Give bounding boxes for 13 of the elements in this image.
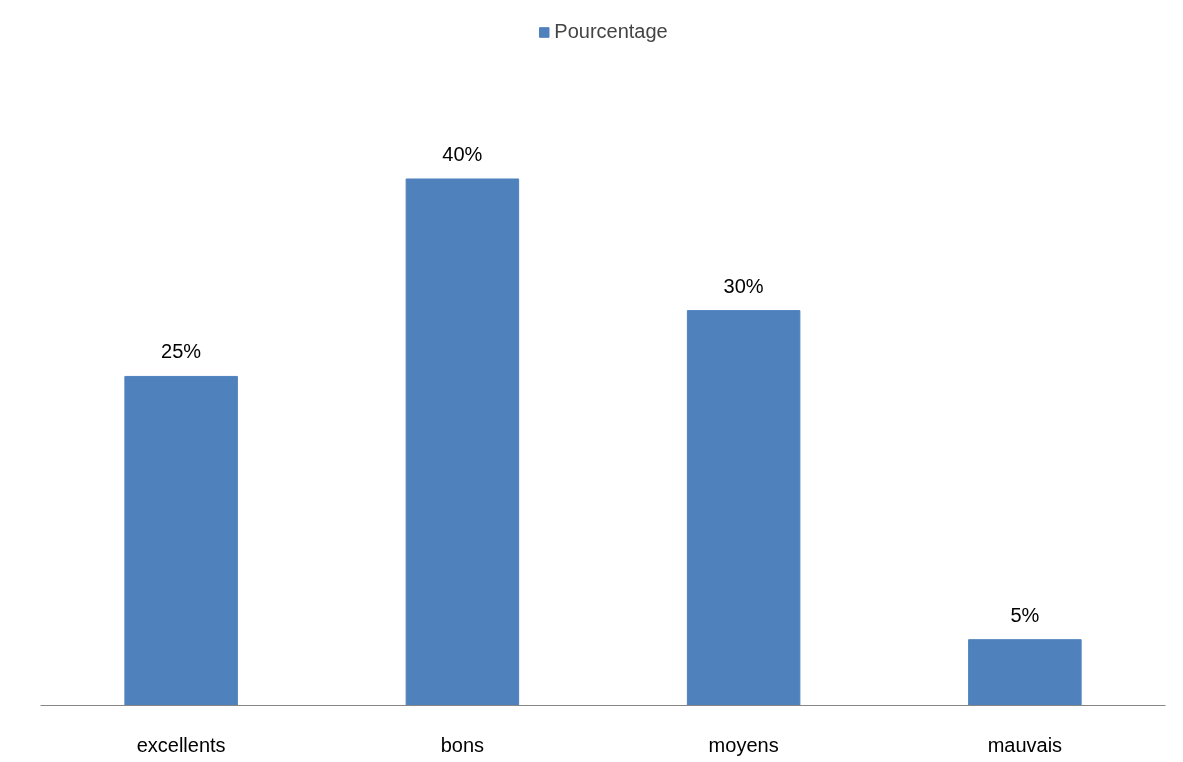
bar	[968, 639, 1082, 706]
data-label: 5%	[1010, 603, 1040, 626]
bar	[405, 178, 520, 706]
x-tick-label: bons	[440, 733, 485, 756]
data-label: 40%	[442, 142, 483, 165]
data-label: 30%	[723, 274, 764, 297]
x-tick-label: excellents	[136, 733, 226, 756]
data-label: 25%	[161, 340, 202, 363]
bar	[124, 375, 238, 706]
bar	[686, 310, 801, 706]
legend-label: Pourcentage	[554, 20, 668, 43]
x-tick-label: mauvais	[987, 733, 1063, 756]
x-tick-label: moyens	[708, 733, 779, 756]
